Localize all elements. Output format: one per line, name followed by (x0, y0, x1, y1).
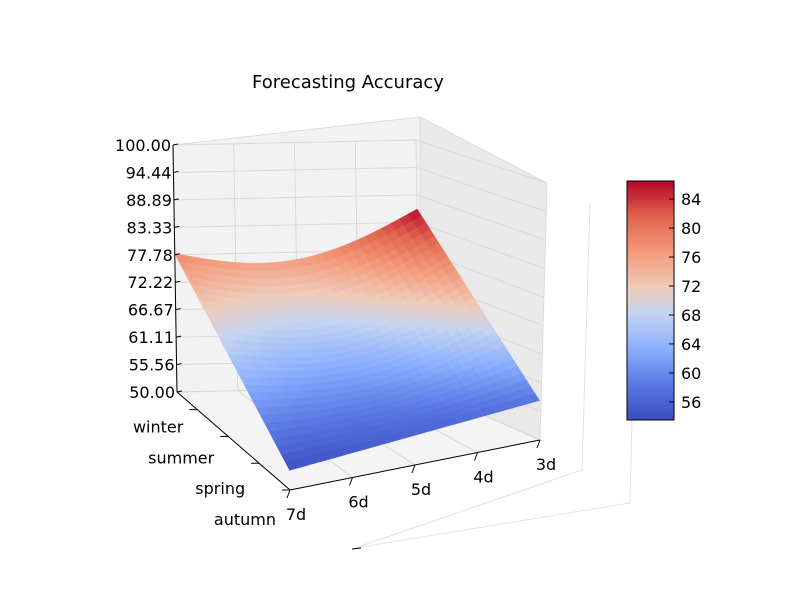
grid-line (416, 166, 547, 213)
decorative-frame-lines (354, 202, 591, 549)
grid-line (416, 194, 546, 241)
x-tick-labels: 7d 6d 5d 4d 3d (286, 439, 556, 524)
z-tick-label: 55.56 (129, 356, 175, 375)
colorbar-tick-label: 60 (681, 364, 701, 383)
z-tick-label: 61.11 (128, 328, 174, 347)
x-tick-label: 6d (348, 493, 368, 512)
colorbar-tick-labels: 84 80 76 72 68 64 60 56 (669, 190, 701, 412)
z-tick-labels: 50.00 55.56 61.11 66.67 72.22 77.78 83.33 88.89… (115, 136, 183, 402)
z-tick-mark (173, 170, 179, 173)
z-tick-mark (176, 363, 182, 366)
y-tick-labels: autumn spring summer winter (133, 409, 290, 529)
z-tick-label: 72.22 (127, 273, 173, 292)
colorbar-tick-label: 64 (681, 335, 701, 354)
z-tick-label: 50.00 (129, 383, 175, 402)
y-tick-label: winter (133, 418, 184, 437)
x-tick-label: 3d (536, 455, 556, 474)
x-tick-mark (536, 439, 541, 449)
grid-line (415, 139, 548, 184)
x-tick-mark (411, 464, 416, 474)
x-tick-label: 4d (473, 468, 493, 487)
x-tick-label: 7d (286, 505, 306, 524)
colorbar-tick-label: 68 (681, 306, 701, 325)
x-tick-label: 5d (411, 480, 431, 499)
x-tick-mark (349, 477, 353, 486)
z-tick-label: 77.78 (127, 246, 173, 265)
x-tick-mark (286, 489, 291, 499)
z-tick-label: 83.33 (127, 218, 173, 237)
colorbar (626, 180, 675, 421)
colorbar-tick-label: 76 (681, 248, 701, 267)
y-tick-label: spring (195, 479, 245, 498)
chart-title: Forecasting Accuracy (252, 72, 444, 93)
y-axis-line (176, 391, 291, 491)
z-tick-mark (174, 253, 180, 256)
colorbar-tick-label: 84 (681, 190, 701, 209)
z-tick-mark (174, 225, 180, 228)
z-tick-label: 66.67 (128, 301, 174, 320)
x-tick-mark (474, 452, 478, 461)
z-tick-label: 100.00 (115, 136, 171, 155)
z-tick-label: 88.89 (126, 191, 172, 210)
z-tick-mark (172, 143, 179, 146)
y-tick-label: autumn (214, 510, 276, 529)
colorbar-tick-label: 56 (681, 393, 701, 412)
surface-facet (525, 393, 540, 404)
z-axis-line (172, 144, 178, 393)
colorbar-tick-label: 80 (681, 219, 701, 238)
z-tick-mark (176, 390, 183, 393)
y-tick-label: summer (148, 448, 214, 467)
stray-tick (351, 547, 362, 550)
z-tick-mark (175, 308, 181, 311)
z-tick-mark (173, 198, 179, 201)
z-tick-mark (175, 280, 181, 283)
z-tick-mark (176, 335, 182, 338)
colorbar-tick-label: 72 (681, 277, 701, 296)
grid-line (417, 221, 545, 270)
surface-mesh (174, 208, 540, 471)
z-tick-label: 94.44 (126, 163, 172, 182)
